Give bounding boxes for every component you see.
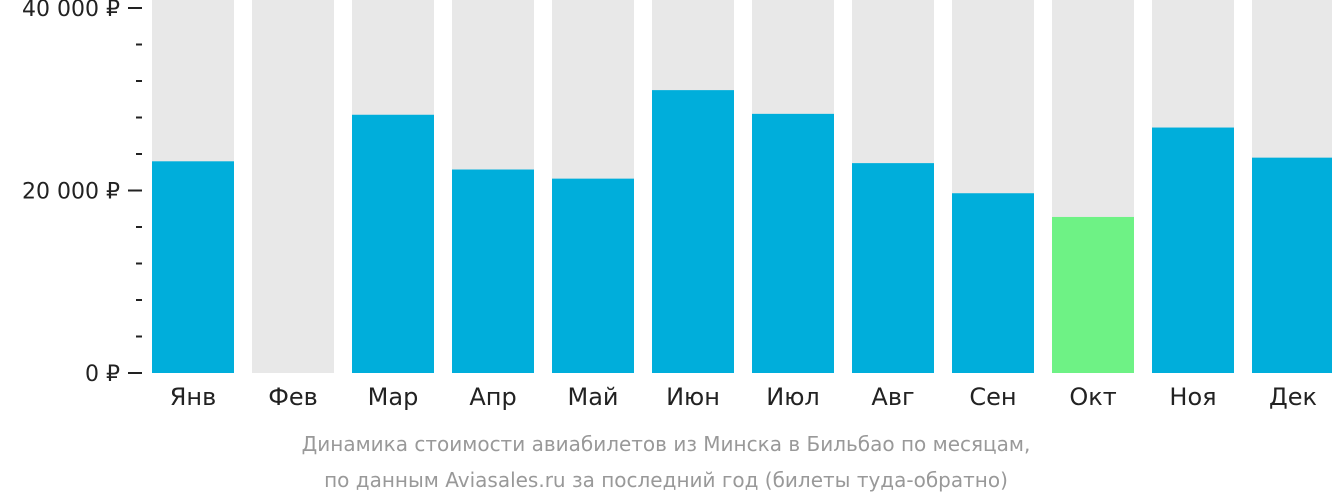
x-category-label: Мар (368, 383, 419, 411)
x-category-label: Июн (666, 383, 720, 411)
bar (152, 161, 234, 373)
chart-caption-line1: Динамика стоимости авиабилетов из Минска… (301, 432, 1031, 456)
y-tick-label: 0 ₽ (85, 362, 120, 387)
bar (352, 114, 434, 373)
x-category-label: Дек (1269, 383, 1317, 411)
x-category-label: Ноя (1169, 383, 1216, 411)
bar (752, 113, 834, 373)
bar (452, 169, 534, 373)
bar (552, 178, 634, 373)
bar (652, 90, 734, 373)
bar (852, 163, 934, 373)
bar (952, 193, 1034, 373)
bar-chart: 0 ₽ 20 000 ₽ 40 000 ₽ Янв Фев Мар Апр Май Июн Июл… (22, 0, 1332, 411)
x-category-label: Окт (1069, 383, 1116, 411)
bar (1052, 216, 1134, 373)
y-tick-label: 40 000 ₽ (22, 0, 120, 22)
x-category-label: Апр (469, 383, 516, 411)
chart-caption-line2: по данным Aviasales.ru за последний год … (324, 468, 1008, 492)
x-category-label: Фев (268, 383, 318, 411)
x-category-label: Сен (969, 383, 1016, 411)
bar (1152, 127, 1234, 373)
y-tick-label: 20 000 ₽ (22, 180, 120, 205)
bar (1252, 157, 1332, 373)
x-category-label: Авг (871, 383, 914, 411)
x-category-label: Янв (170, 383, 217, 411)
x-category-label: Июл (766, 383, 820, 411)
x-category-label: Май (567, 383, 618, 411)
bar-background (252, 0, 334, 373)
